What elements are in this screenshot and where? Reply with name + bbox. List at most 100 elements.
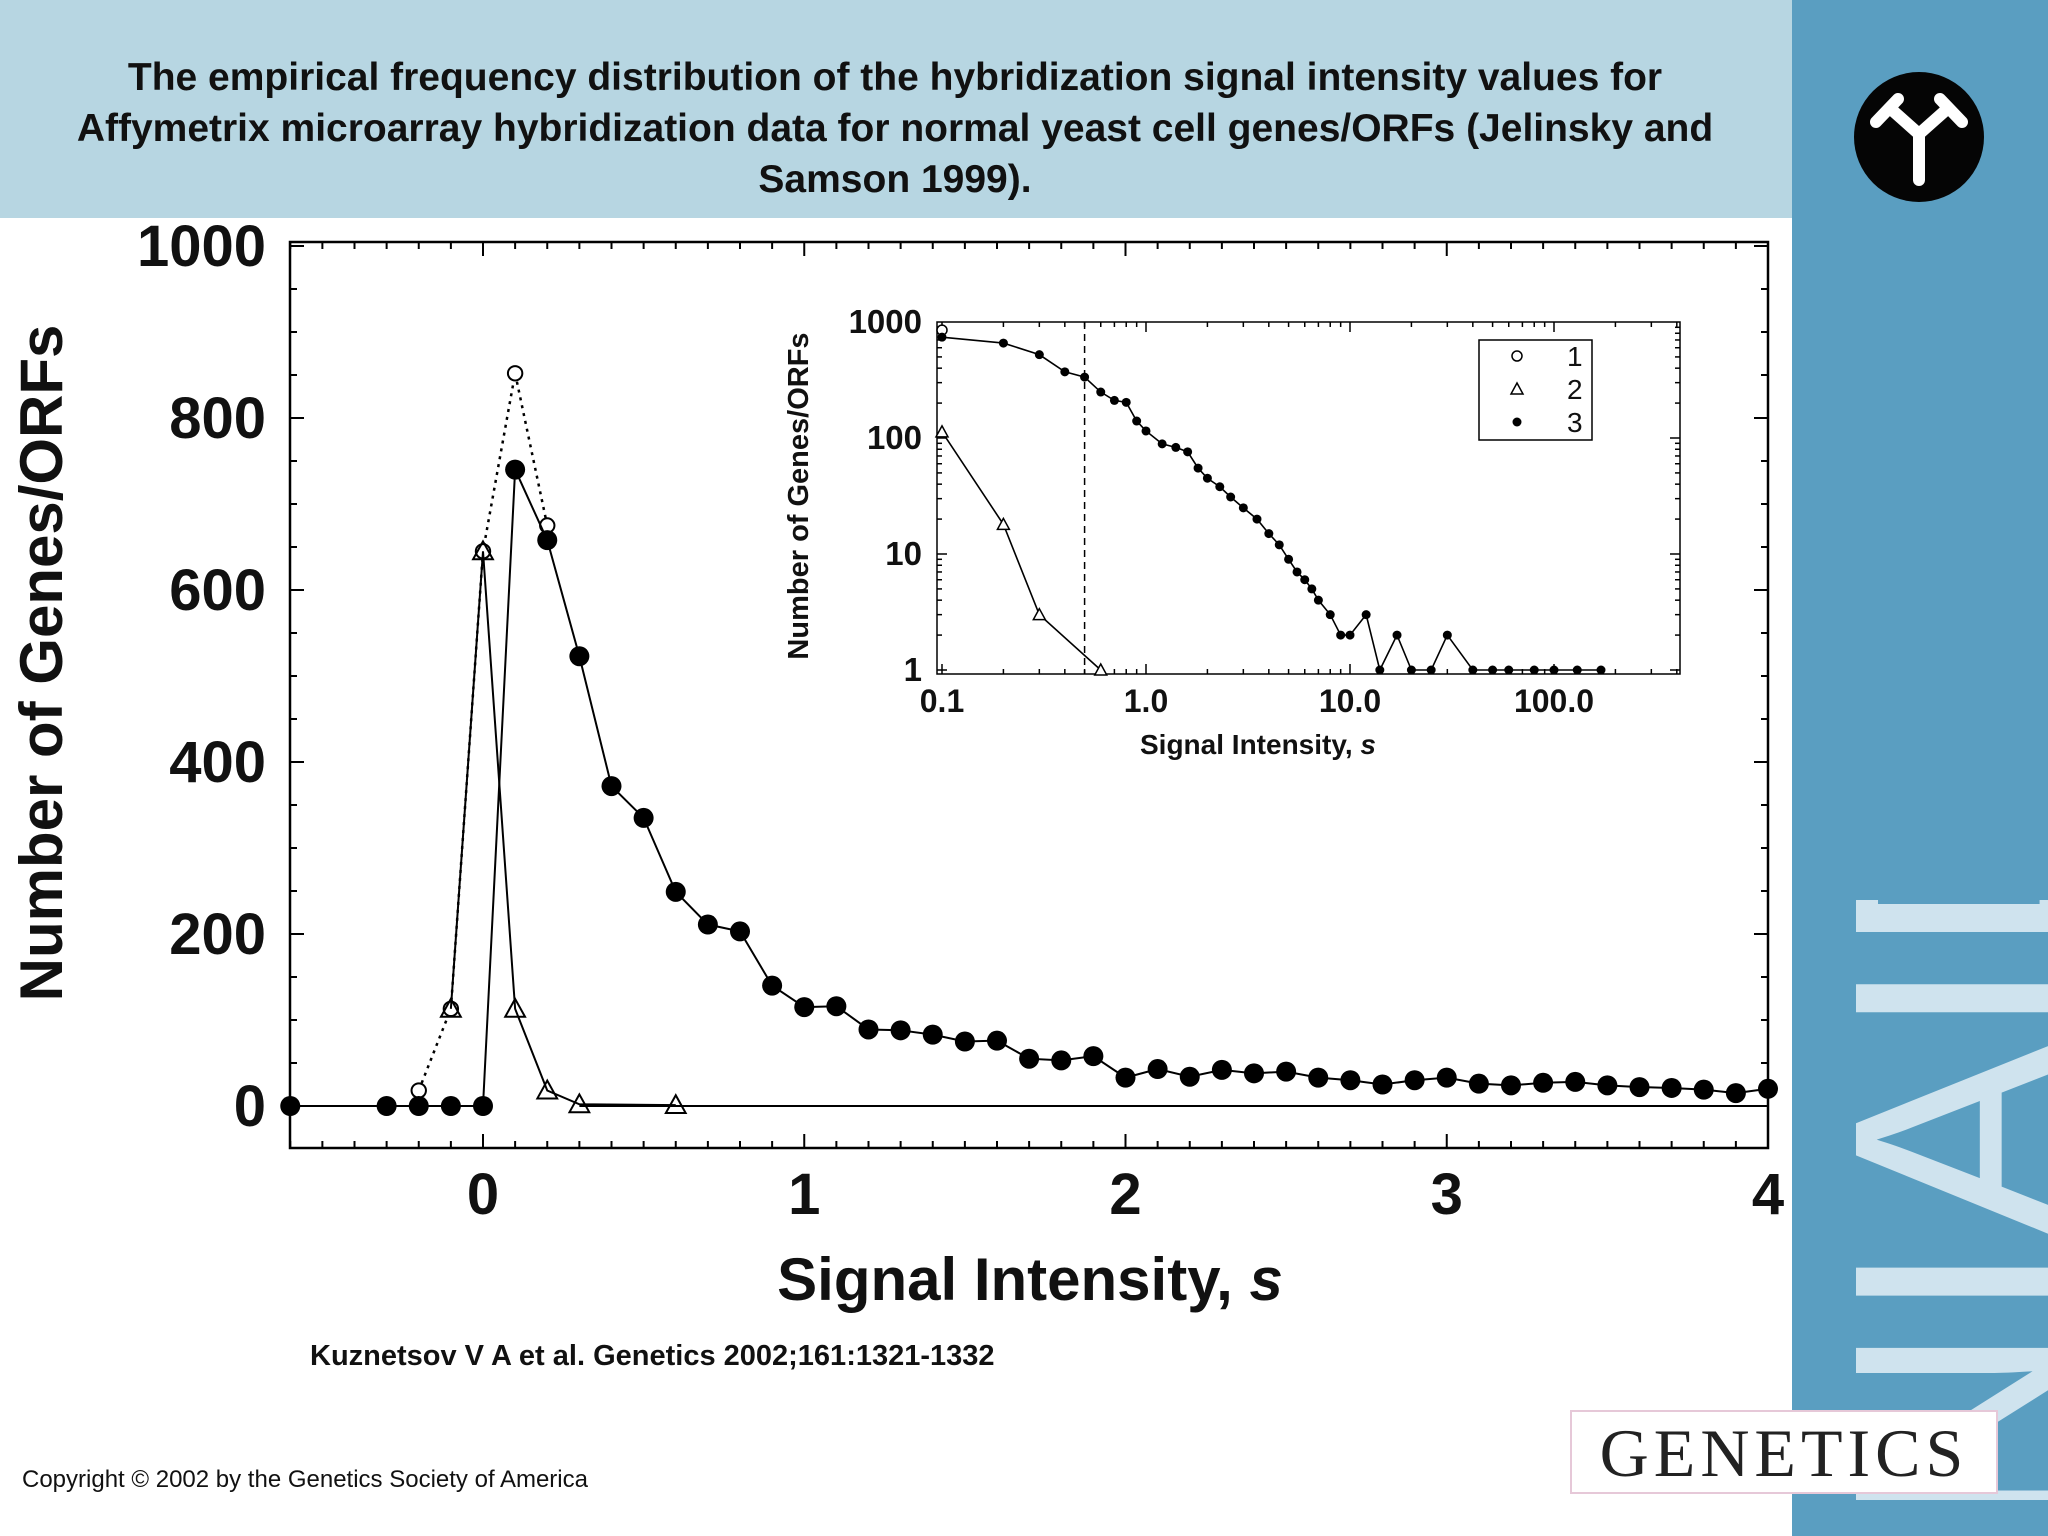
series-3-point bbox=[665, 881, 686, 902]
series-2-point bbox=[535, 1078, 559, 1100]
inset-series-3-point bbox=[1171, 442, 1181, 452]
inset-series-3-point bbox=[1183, 447, 1193, 457]
series-1-point bbox=[506, 365, 524, 382]
inset-series-3-point bbox=[1202, 473, 1212, 483]
inset-series-3-point bbox=[1572, 665, 1582, 675]
series-3-point bbox=[954, 1031, 975, 1052]
x-tick-label: 4 bbox=[1752, 1162, 1784, 1227]
inset-series-3-point bbox=[1313, 595, 1323, 605]
series-3-point bbox=[537, 530, 558, 551]
series-3-point bbox=[473, 1096, 493, 1116]
inset-series-3-point bbox=[1336, 630, 1346, 640]
inset-series-3-point bbox=[1549, 665, 1559, 675]
y-tick-label: 800 bbox=[169, 386, 266, 451]
series-3-point bbox=[1115, 1067, 1136, 1088]
inset-x-tick-label: 10.0 bbox=[1319, 683, 1381, 719]
y-tick-label: 1000 bbox=[137, 218, 266, 279]
legend-marker-filled-circle bbox=[1512, 417, 1522, 427]
series-3-point bbox=[1693, 1079, 1714, 1100]
niaid-watermark: NIAID bbox=[1856, 900, 2048, 1500]
y-tick-label: 600 bbox=[169, 558, 266, 623]
inset-series-3-point bbox=[1274, 540, 1284, 550]
x-tick-label: 1 bbox=[788, 1162, 820, 1227]
inset-legend-box bbox=[1478, 339, 1593, 441]
inset-legend: 123 bbox=[1478, 339, 1593, 441]
inset-series-3-point bbox=[1284, 554, 1294, 564]
series-3-point bbox=[794, 997, 815, 1018]
series-2-point bbox=[503, 996, 527, 1018]
inset-series-3-point bbox=[1504, 665, 1514, 675]
series-3-point bbox=[730, 921, 750, 942]
inset-x-tick-label: 100.0 bbox=[1514, 683, 1594, 719]
antibody-logo-icon bbox=[1854, 72, 1984, 202]
inset-series-3-point bbox=[998, 338, 1008, 348]
inset-series-3-point bbox=[1157, 439, 1167, 449]
inset-x-tick-label: 0.1 bbox=[920, 683, 964, 719]
series-3-point bbox=[601, 776, 622, 797]
inset-series-3-point bbox=[1325, 610, 1335, 620]
series-2-point bbox=[439, 996, 463, 1018]
series-3-point bbox=[1244, 1063, 1264, 1084]
inset-series-3-point bbox=[1034, 350, 1044, 360]
inset-series-3-point bbox=[1292, 567, 1302, 577]
series-3-point bbox=[1019, 1048, 1040, 1069]
series-2-line bbox=[449, 551, 676, 1107]
y-axis-label: Number of Genes/ORFs bbox=[8, 325, 75, 1002]
inset-x-axis-label: Signal Intensity, s bbox=[1140, 729, 1376, 760]
side-band: NIAID bbox=[1792, 0, 2048, 1536]
inset-series-3-point bbox=[937, 332, 947, 342]
inset-series-3-point bbox=[1361, 610, 1371, 620]
series-2-point bbox=[471, 539, 495, 561]
series-3-point bbox=[440, 1096, 461, 1116]
inset-series-3-point bbox=[1132, 416, 1142, 426]
series-3-point bbox=[569, 646, 590, 667]
series-3-point bbox=[1468, 1073, 1489, 1094]
y-tick-label: 200 bbox=[169, 902, 266, 967]
x-axis-label: Signal Intensity, s bbox=[777, 1246, 1283, 1313]
inset-series-3-point bbox=[1442, 630, 1452, 640]
inset-series-3-point bbox=[1307, 584, 1317, 594]
inset-series-3-point bbox=[1300, 575, 1310, 585]
series-3-point bbox=[1340, 1070, 1361, 1091]
citation: Kuznetsov V A et al. Genetics 2002;161:1… bbox=[310, 1340, 995, 1372]
series-1-point bbox=[410, 1082, 427, 1099]
slide-title: The empirical frequency distribution of … bbox=[76, 56, 1714, 201]
inset-series-3-point bbox=[1345, 630, 1355, 640]
x-tick-label: 3 bbox=[1431, 1162, 1463, 1227]
series-3-point bbox=[1597, 1075, 1618, 1096]
inset-y-tick-label: 10 bbox=[885, 535, 922, 572]
series-3-point bbox=[376, 1096, 397, 1116]
series-3-point bbox=[1083, 1046, 1104, 1067]
inset-series-3-point bbox=[1060, 367, 1070, 377]
inset-series-3-point bbox=[1121, 397, 1131, 407]
inset-series-3-point bbox=[1468, 665, 1478, 675]
series-3-point bbox=[987, 1030, 1007, 1051]
series-3-point bbox=[826, 996, 847, 1017]
series-3-point bbox=[1661, 1077, 1682, 1098]
series-3-point bbox=[1404, 1070, 1425, 1091]
inset-series-3-point bbox=[1252, 514, 1262, 524]
inset-series-3-point bbox=[1392, 630, 1402, 640]
inset-series-3-point bbox=[1141, 426, 1151, 436]
copyright: Copyright © 2002 by the Genetics Society… bbox=[22, 1466, 588, 1493]
inset-series-3-point bbox=[1529, 665, 1539, 675]
series-3-point bbox=[1308, 1067, 1329, 1088]
legend-marker-triangle bbox=[1509, 381, 1525, 395]
inset-series-3-point bbox=[1109, 395, 1119, 405]
legend-label: 3 bbox=[1567, 407, 1583, 438]
inset-series-3-point bbox=[1193, 463, 1203, 473]
series-3-point bbox=[1051, 1050, 1072, 1071]
series-3-point bbox=[697, 914, 718, 935]
x-tick-label: 2 bbox=[1109, 1162, 1141, 1227]
inset-series-3-point bbox=[1080, 372, 1090, 382]
series-3-point bbox=[1147, 1059, 1168, 1080]
y-tick-label: 400 bbox=[169, 730, 266, 795]
series-3-point bbox=[1501, 1075, 1521, 1096]
inset-series-2-point bbox=[1093, 662, 1109, 676]
series-3-point bbox=[1758, 1078, 1778, 1099]
niaid-watermark-text: NIAID bbox=[1856, 900, 2048, 1500]
inset-series-2-point bbox=[934, 424, 950, 438]
series-3-point bbox=[858, 1019, 879, 1040]
series-3-point bbox=[1725, 1083, 1746, 1104]
